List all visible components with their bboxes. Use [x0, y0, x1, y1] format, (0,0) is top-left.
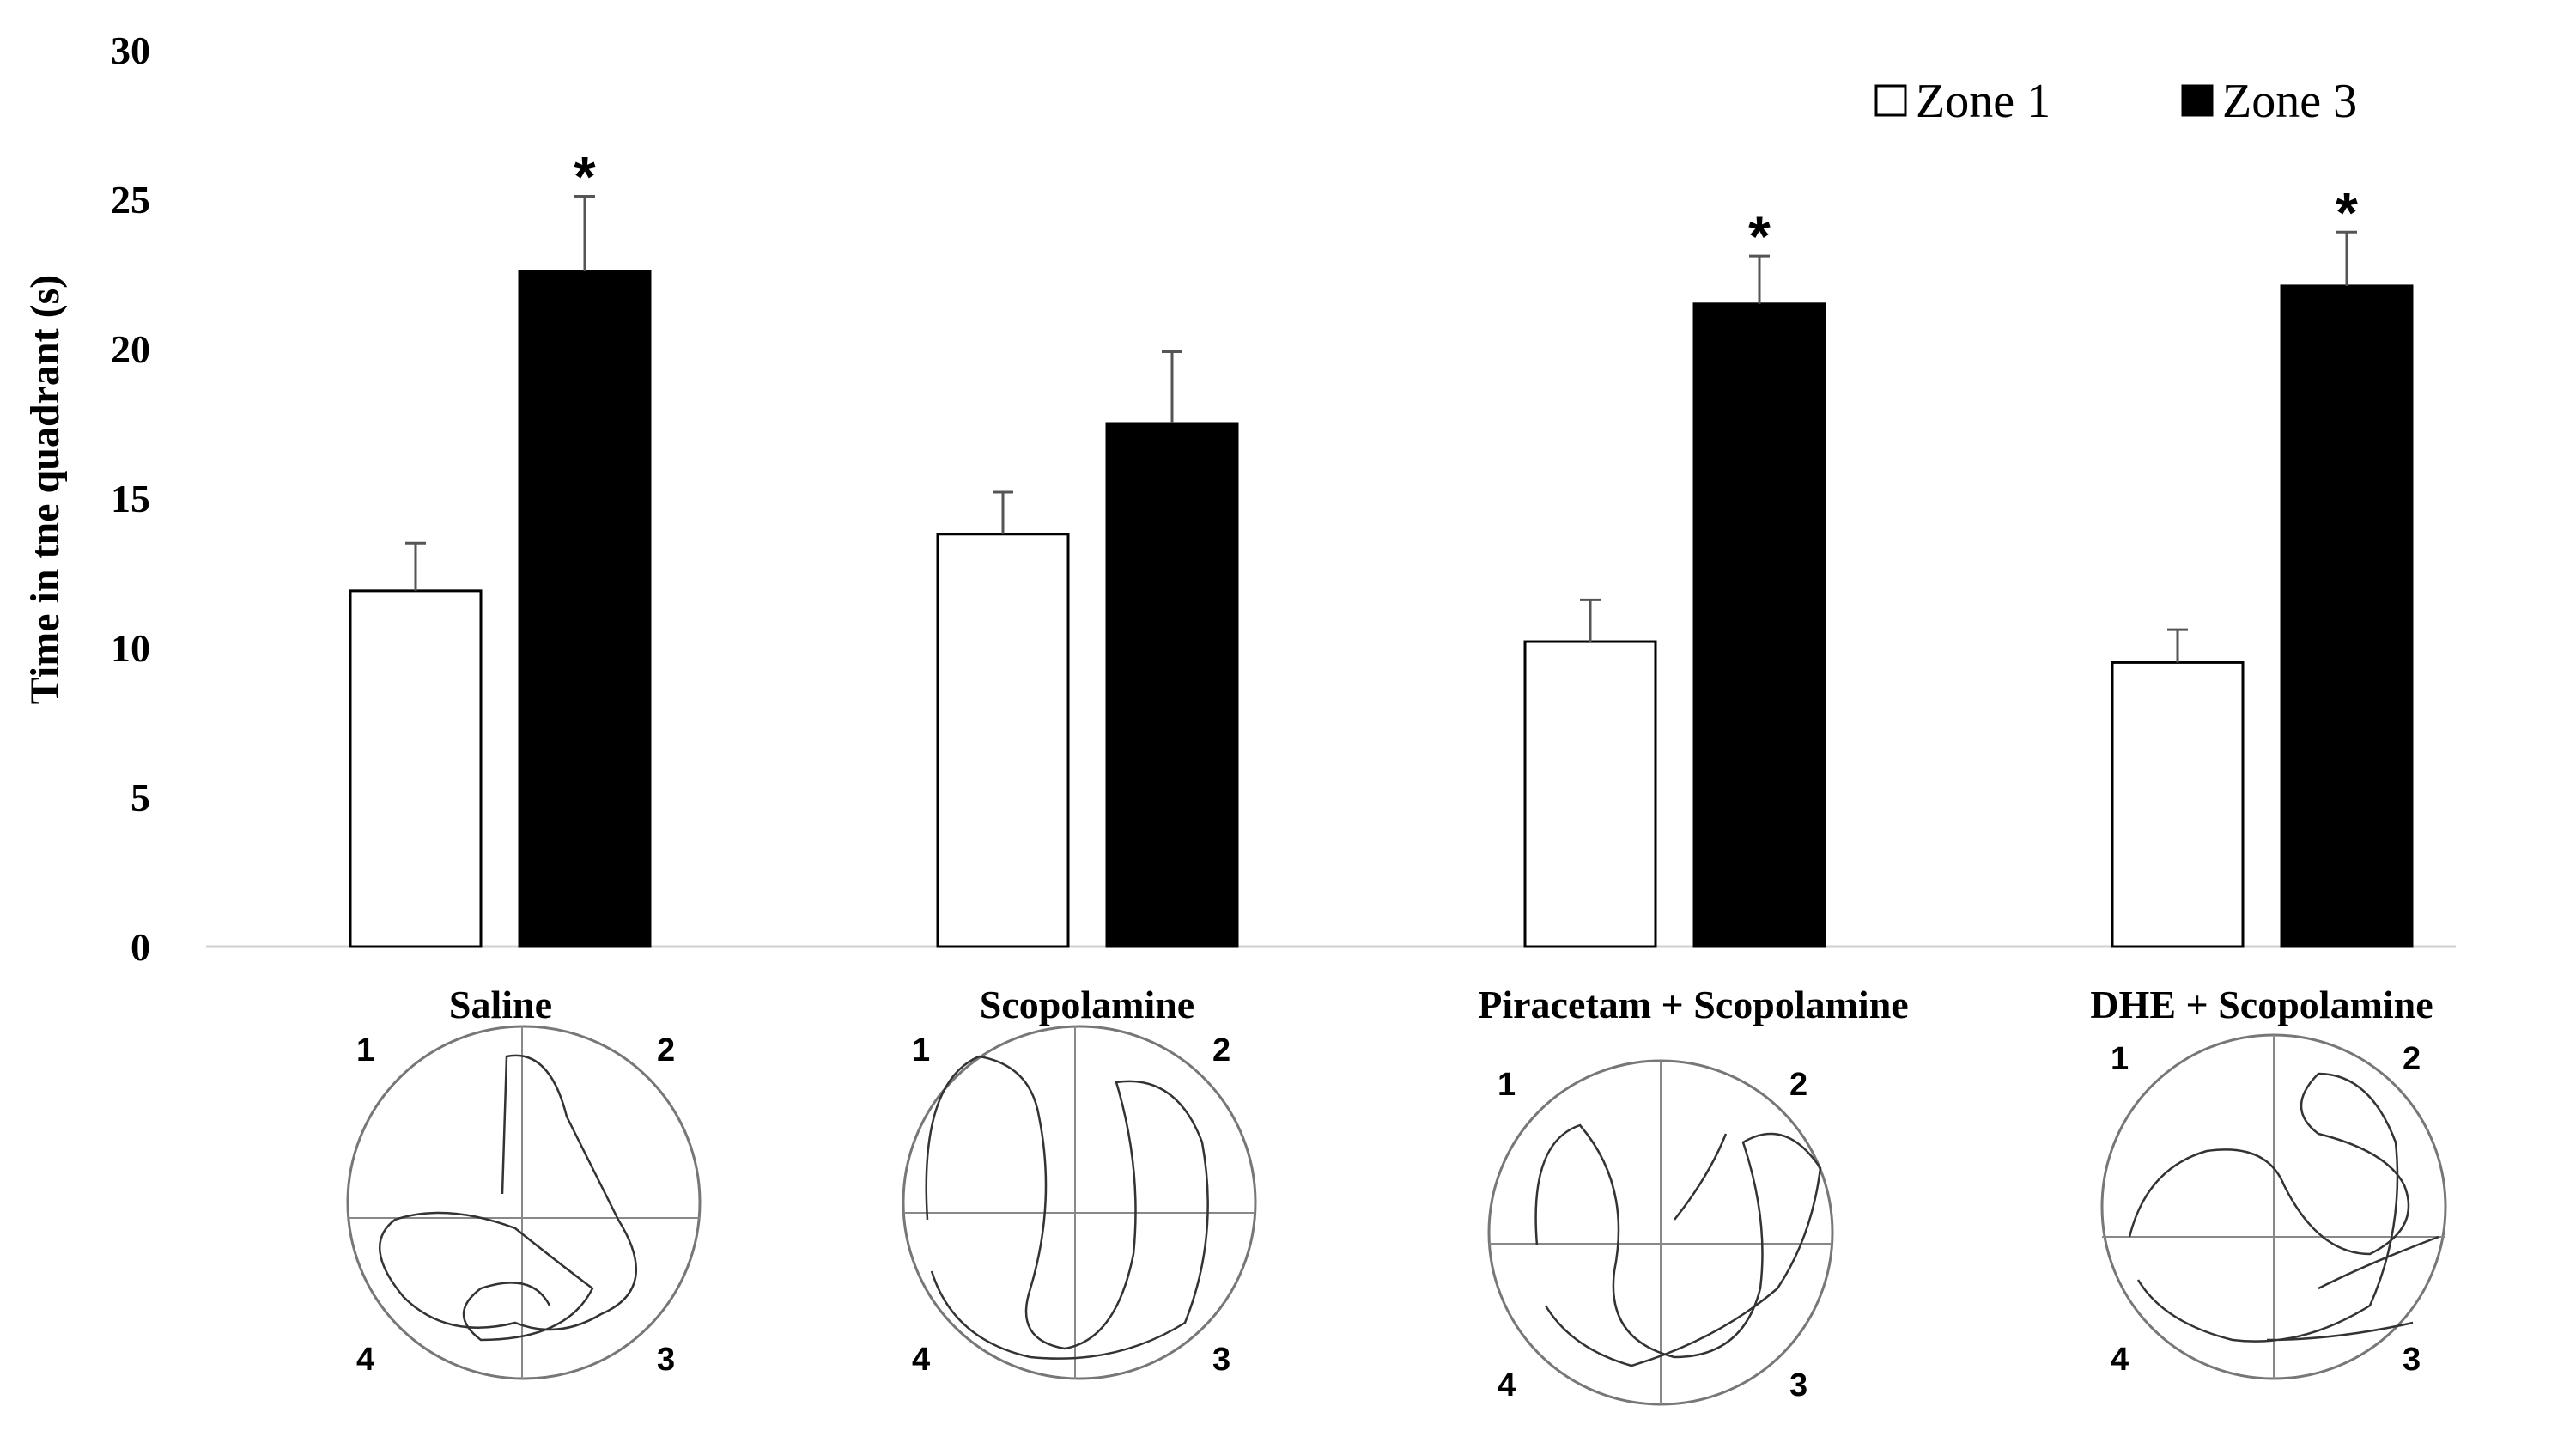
maze-panel: 1 2 3 4 — [1487, 1059, 1834, 1406]
legend-swatch — [1874, 84, 1907, 117]
significance-star: * — [1748, 204, 1771, 268]
y-tick-label: 15 — [111, 477, 150, 521]
y-tick-label: 10 — [111, 626, 150, 670]
quadrant-number: 3 — [2403, 1342, 2421, 1378]
category-label: Scopolamine — [980, 983, 1194, 1026]
quadrant-number: 2 — [1789, 1067, 1807, 1103]
category-label: DHE + Scopolamine — [2090, 983, 2433, 1026]
significance-star: * — [2336, 180, 2358, 244]
swim-path-trace — [1534, 1123, 1822, 1367]
quadrant-number: 2 — [657, 1032, 675, 1069]
pool-outline — [346, 1025, 702, 1380]
quadrant-number: 4 — [2111, 1342, 2129, 1378]
category-label: Saline — [449, 983, 552, 1026]
y-tick-label: 5 — [131, 776, 150, 819]
significance-markers: * * * — [574, 145, 2358, 269]
y-tick-label: 20 — [111, 327, 150, 371]
quadrant-number: 1 — [1498, 1067, 1516, 1103]
bar-zone1 — [349, 589, 483, 948]
swim-path-trace — [925, 1055, 1209, 1360]
bar-zone3 — [1692, 302, 1826, 948]
quadrant-number: 4 — [356, 1342, 374, 1378]
quadrant-number: 3 — [657, 1342, 675, 1378]
bar-zone3 — [1105, 422, 1239, 948]
swim-path-panels: 1 2 3 4 1 2 3 4 1 2 3 4 1 2 3 4 — [346, 1025, 2447, 1406]
significance-star: * — [574, 145, 596, 209]
quadrant-number: 4 — [912, 1342, 930, 1378]
bar-zone1 — [936, 533, 1070, 948]
y-tick-label: 0 — [131, 925, 150, 969]
maze-panel: 1 2 3 4 — [346, 1025, 702, 1380]
y-axis: 0 5 10 15 20 25 30 — [111, 28, 150, 969]
quadrant-number: 1 — [912, 1032, 930, 1069]
swim-path-trace — [2128, 1072, 2439, 1343]
quadrant-number: 4 — [1498, 1367, 1516, 1403]
error-bars — [405, 195, 2357, 663]
quadrant-number: 1 — [2111, 1041, 2129, 1077]
maze-panel: 1 2 3 4 — [902, 1025, 1257, 1380]
legend-swatch — [2181, 84, 2214, 117]
bar-zone1 — [1523, 640, 1657, 948]
swim-path-trace — [378, 1054, 637, 1342]
y-axis-label: Time in tne quadrant (s) — [22, 275, 68, 705]
legend-label: Zone 1 — [1916, 75, 2050, 128]
bar-zone3 — [518, 270, 652, 948]
quadrant-number: 2 — [1212, 1032, 1230, 1069]
category-label: Piracetam + Scopolamine — [1478, 983, 1908, 1026]
legend: Zone 1 Zone 3 — [1874, 75, 2357, 128]
bars — [349, 270, 2414, 948]
quadrant-number: 3 — [1212, 1342, 1230, 1378]
maze-panel: 1 2 3 4 — [2100, 1033, 2447, 1380]
quadrant-number: 1 — [356, 1032, 374, 1069]
pool-outline — [902, 1025, 1257, 1380]
y-tick-label: 30 — [111, 28, 150, 72]
quadrant-number: 3 — [1789, 1367, 1807, 1403]
category-labels: Saline Scopolamine Piracetam + Scopolamine… — [449, 983, 2433, 1026]
bar-zone1 — [2111, 661, 2245, 948]
legend-label: Zone 3 — [2222, 75, 2357, 128]
y-tick-label: 25 — [111, 178, 150, 222]
bar-zone3 — [2280, 284, 2414, 948]
quadrant-number: 2 — [2403, 1041, 2421, 1077]
